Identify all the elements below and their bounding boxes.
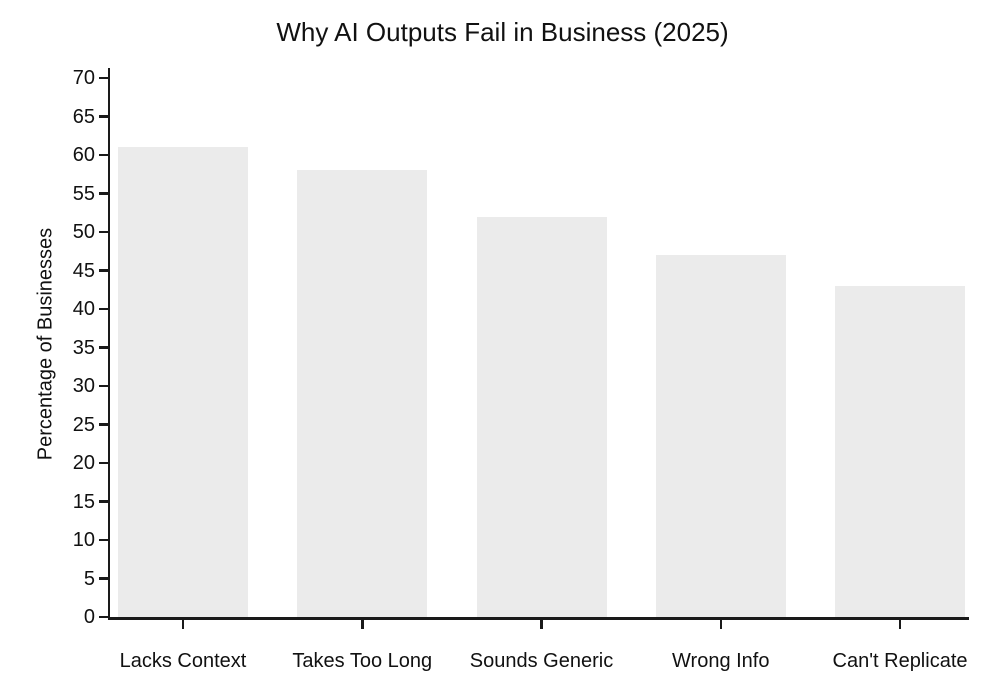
y-tick-mark — [98, 153, 108, 157]
y-tick-mark — [98, 192, 108, 195]
y-tick-label: 55 — [72, 182, 95, 205]
y-tick-mark — [98, 423, 108, 426]
y-tick-label: 5 — [83, 567, 95, 590]
y-tick-label: 65 — [72, 105, 95, 128]
plot-area: 0 5 10 15 20 25 30 35 40 45 50 55 60 65 70 Lacks Conte… — [73, 67, 969, 672]
y-tick-label: 20 — [72, 452, 95, 474]
y-tick-mark — [98, 500, 108, 503]
y-tick-label: 25 — [72, 413, 95, 436]
y-tick-label: 50 — [72, 221, 95, 243]
y-tick-mark — [98, 577, 108, 580]
x-tick-mark — [361, 619, 364, 629]
y-tick-mark — [98, 461, 108, 465]
x-tick-mark — [898, 619, 902, 629]
bar — [835, 285, 965, 617]
y-tick-mark — [98, 307, 108, 311]
y-tick-label: 35 — [72, 336, 95, 359]
y-tick-mark — [98, 615, 108, 619]
y-tick-mark — [98, 346, 108, 349]
y-tick-label: 70 — [72, 67, 95, 90]
y-tick-label: 15 — [72, 490, 95, 513]
bar — [655, 255, 786, 617]
x-tick-label: Can't Replicate — [832, 650, 968, 672]
y-tick-label: 40 — [72, 298, 95, 320]
x-axis-spine — [107, 617, 969, 620]
y-tick-label: 10 — [72, 529, 95, 551]
bar — [476, 216, 607, 617]
bar — [297, 170, 428, 617]
bar — [118, 147, 248, 617]
x-tick-label: Wrong Info — [672, 650, 770, 672]
x-tick-label: Lacks Context — [119, 650, 247, 672]
x-tick-label: Takes Too Long — [292, 650, 433, 672]
y-tick-label: 45 — [72, 259, 95, 282]
y-tick-label: 0 — [83, 606, 95, 628]
y-tick-mark — [98, 76, 108, 80]
x-tick-label: Sounds Generic — [469, 650, 614, 672]
y-tick-mark — [98, 384, 108, 388]
y-tick-mark — [98, 538, 108, 542]
x-tick-mark — [181, 619, 185, 629]
chart-title: Why AI Outputs Fail in Business (2025) — [276, 17, 729, 47]
y-tick-mark — [98, 269, 108, 272]
y-tick-mark — [98, 115, 108, 118]
y-tick-label: 30 — [72, 375, 95, 397]
y-tick-mark — [98, 230, 108, 234]
y-tick-label: 60 — [72, 144, 95, 166]
y-axis-spine — [107, 68, 110, 620]
x-tick-mark — [540, 619, 543, 629]
y-axis-label: Percentage of Businesses — [34, 227, 57, 461]
x-tick-mark — [719, 619, 722, 629]
